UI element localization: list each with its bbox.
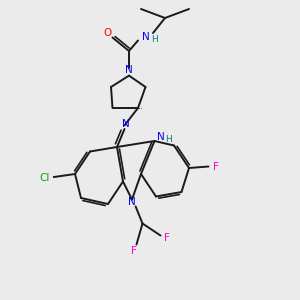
- Text: H: H: [166, 135, 172, 144]
- Text: N: N: [125, 64, 133, 75]
- Text: N: N: [122, 118, 130, 129]
- Text: ···: ···: [136, 106, 143, 112]
- Text: F: F: [164, 233, 169, 243]
- Text: F: F: [213, 161, 219, 172]
- Text: N: N: [128, 196, 136, 207]
- Text: F: F: [130, 245, 136, 256]
- Text: O: O: [104, 28, 112, 38]
- Text: H: H: [151, 34, 158, 43]
- Text: Cl: Cl: [40, 172, 50, 183]
- Text: N: N: [157, 132, 164, 142]
- Text: N: N: [142, 32, 149, 42]
